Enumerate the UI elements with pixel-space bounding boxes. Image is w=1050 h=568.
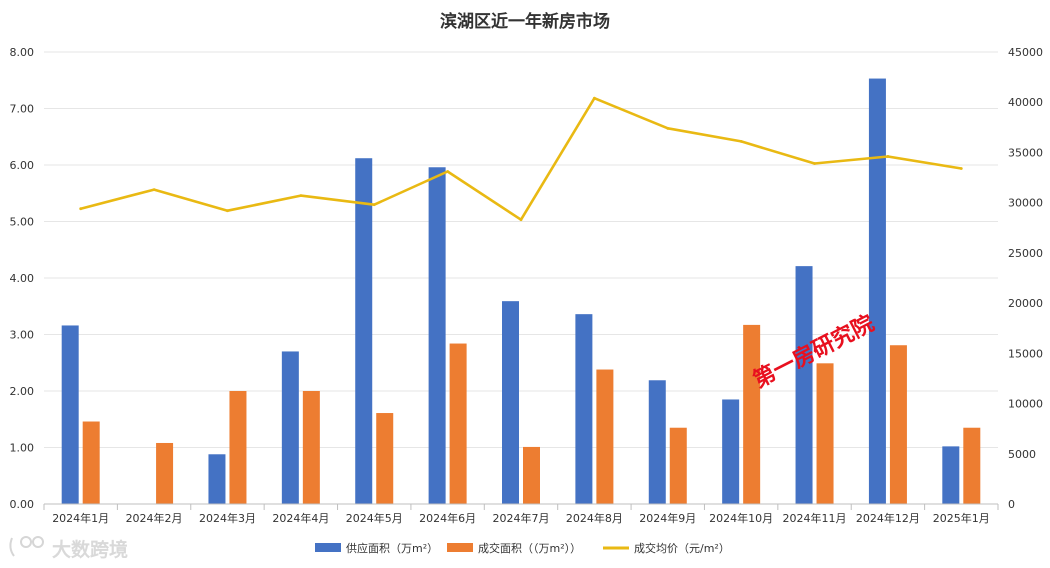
y-left-tick-label: 8.00 xyxy=(10,46,35,59)
supply-bar xyxy=(61,325,79,504)
x-tick-label: 2024年4月 xyxy=(272,511,329,525)
y-right-tick-label: 20000 xyxy=(1008,297,1043,310)
sales-bar xyxy=(963,427,981,504)
x-tick-label: 2024年11月 xyxy=(783,511,847,525)
logo-mark-icon xyxy=(9,536,44,557)
bars xyxy=(61,78,981,505)
supply-bar xyxy=(648,380,666,504)
sales-bar xyxy=(669,427,687,504)
legend-label: 成交均价（元/m²） xyxy=(634,541,730,555)
sales-bar xyxy=(743,324,761,504)
y-right-tick-label: 15000 xyxy=(1008,347,1043,360)
y-left-tick-label: 1.00 xyxy=(10,442,35,455)
y-left-tick-label: 7.00 xyxy=(10,103,35,116)
supply-bar xyxy=(208,454,226,504)
price-point xyxy=(79,207,83,211)
sales-bar xyxy=(523,446,540,504)
y-left-tick-label: 6.00 xyxy=(10,159,35,172)
legend-swatch xyxy=(447,543,473,552)
price-point xyxy=(813,162,816,165)
price-point xyxy=(592,96,596,100)
sales-bar xyxy=(449,343,467,504)
watermark-text: 第一房研究院 xyxy=(749,310,878,393)
logo: 大数跨境 xyxy=(9,536,128,561)
sales-bar xyxy=(816,363,834,504)
supply-bar xyxy=(428,167,446,504)
x-tick-label: 2025年1月 xyxy=(933,511,990,525)
price-line-series xyxy=(79,96,963,222)
x-tick-label: 2024年7月 xyxy=(493,511,550,525)
sales-bar xyxy=(889,345,907,504)
price-point xyxy=(299,194,303,198)
price-point xyxy=(226,209,229,213)
supply-bar xyxy=(281,351,299,504)
x-tick-label: 2024年12月 xyxy=(856,511,920,525)
sales-bar xyxy=(229,391,247,504)
logo-text: 大数跨境 xyxy=(52,538,128,561)
y-left-tick-label: 2.00 xyxy=(10,385,35,398)
supply-bar xyxy=(355,158,373,504)
price-point xyxy=(519,218,523,222)
price-line xyxy=(80,96,962,221)
x-tick-label: 2024年8月 xyxy=(566,511,623,525)
y-right-tick-label: 35000 xyxy=(1008,146,1043,159)
price-point xyxy=(446,170,450,173)
y-right-tick-label: 5000 xyxy=(1008,448,1036,461)
supply-bar xyxy=(722,399,740,504)
supply-bar xyxy=(795,266,813,504)
chart-title: 滨湖区近一年新房市场 xyxy=(440,11,610,32)
price-point xyxy=(666,126,670,130)
y-axis-left: 0.00 1.00 2.00 3.00 4.00 5.00 6.00 7.00 8.00 xyxy=(10,46,35,511)
supply-bar xyxy=(868,78,886,505)
gridlines xyxy=(44,51,998,448)
y-right-tick-label: 10000 xyxy=(1008,398,1043,411)
price-point xyxy=(886,155,890,158)
legend-swatch xyxy=(315,543,341,552)
price-point xyxy=(959,167,963,170)
y-right-tick-label: 45000 xyxy=(1008,46,1043,59)
legend-label: 供应面积（万m²） xyxy=(346,541,438,555)
y-right-tick-label: 25000 xyxy=(1008,247,1043,260)
y-left-tick-label: 5.00 xyxy=(10,216,35,229)
y-right-tick-label: 40000 xyxy=(1008,96,1043,109)
sales-bar xyxy=(302,391,320,504)
x-tick-label: 2024年6月 xyxy=(419,511,476,525)
price-point xyxy=(372,203,376,207)
price-point xyxy=(739,139,743,143)
y-right-tick-label: 0 xyxy=(1008,498,1015,511)
x-tick-label: 2024年5月 xyxy=(346,511,403,525)
y-left-tick-label: 0.00 xyxy=(10,498,35,511)
sales-bar xyxy=(596,369,614,504)
y-right-tick-label: 30000 xyxy=(1008,197,1043,210)
sales-bar xyxy=(82,421,100,504)
price-point xyxy=(152,188,156,192)
x-tick-label: 2024年2月 xyxy=(126,511,183,525)
supply-bar xyxy=(502,301,519,504)
sales-bar xyxy=(156,442,174,504)
x-axis: 2024年1月 2024年2月 2024年3月 2024年4月 2024年5月 2024年… xyxy=(43,503,999,525)
x-tick-label: 2024年3月 xyxy=(199,511,256,525)
supply-bar xyxy=(942,446,960,504)
supply-bar xyxy=(575,314,593,504)
legend: 供应面积（万m²） 成交面积（（万m²）） 成交均价（元/m²） xyxy=(315,541,730,555)
x-tick-label: 2024年10月 xyxy=(709,511,773,525)
sales-bar xyxy=(376,413,394,504)
y-left-tick-label: 4.00 xyxy=(10,272,35,285)
y-axis-right: 0 5000 10000 15000 20000 25000 30000 35000 40000… xyxy=(1008,46,1043,511)
y-left-tick-label: 3.00 xyxy=(10,329,35,342)
x-tick-label: 2024年9月 xyxy=(639,511,696,525)
x-tick-label: 2024年1月 xyxy=(52,511,109,525)
legend-label: 成交面积（（万m²）） xyxy=(478,541,581,555)
